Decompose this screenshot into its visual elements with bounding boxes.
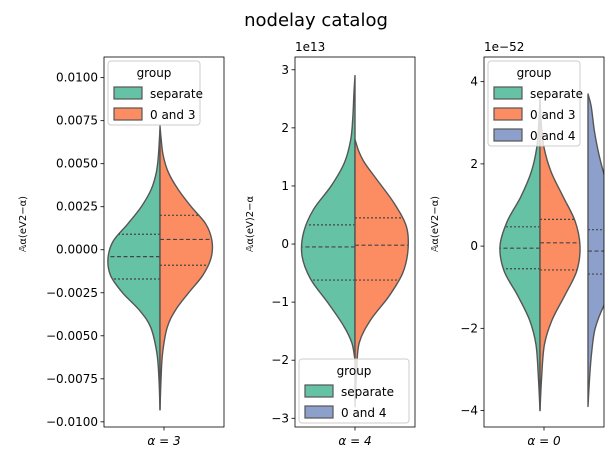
y-tick-label: −2: [460, 321, 478, 335]
violin-0-and-4: [354, 138, 410, 408]
y-tick-label: −0.0100: [46, 415, 98, 429]
panel-3: −4 −2 0 2 4 α = 0 1e−52 𝔸α(eV2−α) group separate 0…: [430, 40, 605, 448]
legend-entry: 0 and 4: [530, 129, 575, 143]
violin-0-and-3: [539, 97, 581, 412]
y-tick-label: −2: [271, 353, 289, 367]
legend-swatch: [304, 405, 334, 419]
legend-entry: 0 and 4: [341, 406, 386, 420]
violins-2: [300, 74, 410, 408]
x-tick-label: α = 4: [338, 434, 371, 448]
legend-title: group: [337, 364, 372, 378]
y-tick-label: 0: [470, 239, 478, 253]
y-tick-label: −0.0075: [46, 372, 98, 386]
offset-text: 1e13: [295, 40, 325, 54]
offset-text: 1e−52: [484, 40, 524, 54]
violins-1: [107, 125, 214, 411]
y-tick-label: −3: [271, 411, 289, 425]
legend-box: [487, 60, 581, 147]
legend-2: group separate 0 and 4: [298, 358, 410, 424]
x-tick-label: α = 0: [527, 434, 561, 448]
legend-entry: 0 and 3: [530, 108, 575, 122]
y-tick-label: 3: [281, 63, 289, 77]
violins-3: [499, 93, 604, 412]
legend-swatch: [493, 128, 523, 142]
y-tick-label: 0.0100: [56, 71, 98, 85]
legend-swatch: [113, 86, 143, 100]
legend-swatch: [304, 384, 334, 398]
y-tick-label: −1: [271, 295, 289, 309]
panel-1: −0.0100 −0.0075 −0.0050 −0.0025 0.0000 0.0025…: [18, 56, 225, 448]
y-tick-label: −4: [460, 404, 478, 418]
y-tick-label: 1: [281, 179, 289, 193]
panel-2: −3 −2 −1 0 1 2 3 α = 4 1e13 𝔸α(eV)2−α group separat…: [245, 40, 416, 448]
legend-entry: separate: [530, 87, 583, 101]
y-tick-label: 4: [470, 75, 478, 89]
chart-suptitle: nodelay catalog: [244, 10, 388, 31]
violin-panels: −0.0100 −0.0075 −0.0050 −0.0025 0.0000 0.0025…: [18, 40, 605, 448]
violin-separate: [107, 128, 161, 411]
y-tick-label: 2: [281, 121, 289, 135]
y-tick-label: −0.0025: [46, 286, 98, 300]
legend-title: group: [137, 66, 172, 80]
legend-title: group: [517, 66, 552, 80]
legend-entry: separate: [341, 385, 394, 399]
legend-1: group separate 0 and 3: [107, 60, 203, 126]
y-tick-label: 0.0050: [56, 157, 98, 171]
y-tick-label: 0: [281, 237, 289, 251]
y-axis-label: 𝔸α(eV2−α): [430, 196, 441, 252]
y-axis-label: 𝔸α(eV)2−α: [245, 196, 256, 253]
violin-separate: [300, 74, 356, 361]
y-tick-label: 0.0025: [56, 200, 98, 214]
legend-entry: 0 and 3: [150, 108, 195, 122]
violin-separate: [499, 97, 541, 412]
y-tick-label: −0.0050: [46, 329, 98, 343]
legend-swatch: [493, 107, 523, 121]
violin-0-and-3: [159, 125, 214, 411]
y-tick-label: 0.0075: [56, 114, 98, 128]
legend-swatch: [493, 86, 523, 100]
legend-3: group separate 0 and 3 0 and 4: [487, 60, 583, 147]
violin-0-and-4: [587, 93, 604, 408]
y-tick-label: 0.0000: [56, 243, 98, 257]
y-axis-label: 𝔸α(eV2−α): [18, 196, 29, 252]
x-tick-label: α = 3: [147, 434, 180, 448]
y-tick-label: 2: [470, 157, 478, 171]
legend-swatch: [113, 107, 143, 121]
legend-entry: separate: [150, 87, 203, 101]
